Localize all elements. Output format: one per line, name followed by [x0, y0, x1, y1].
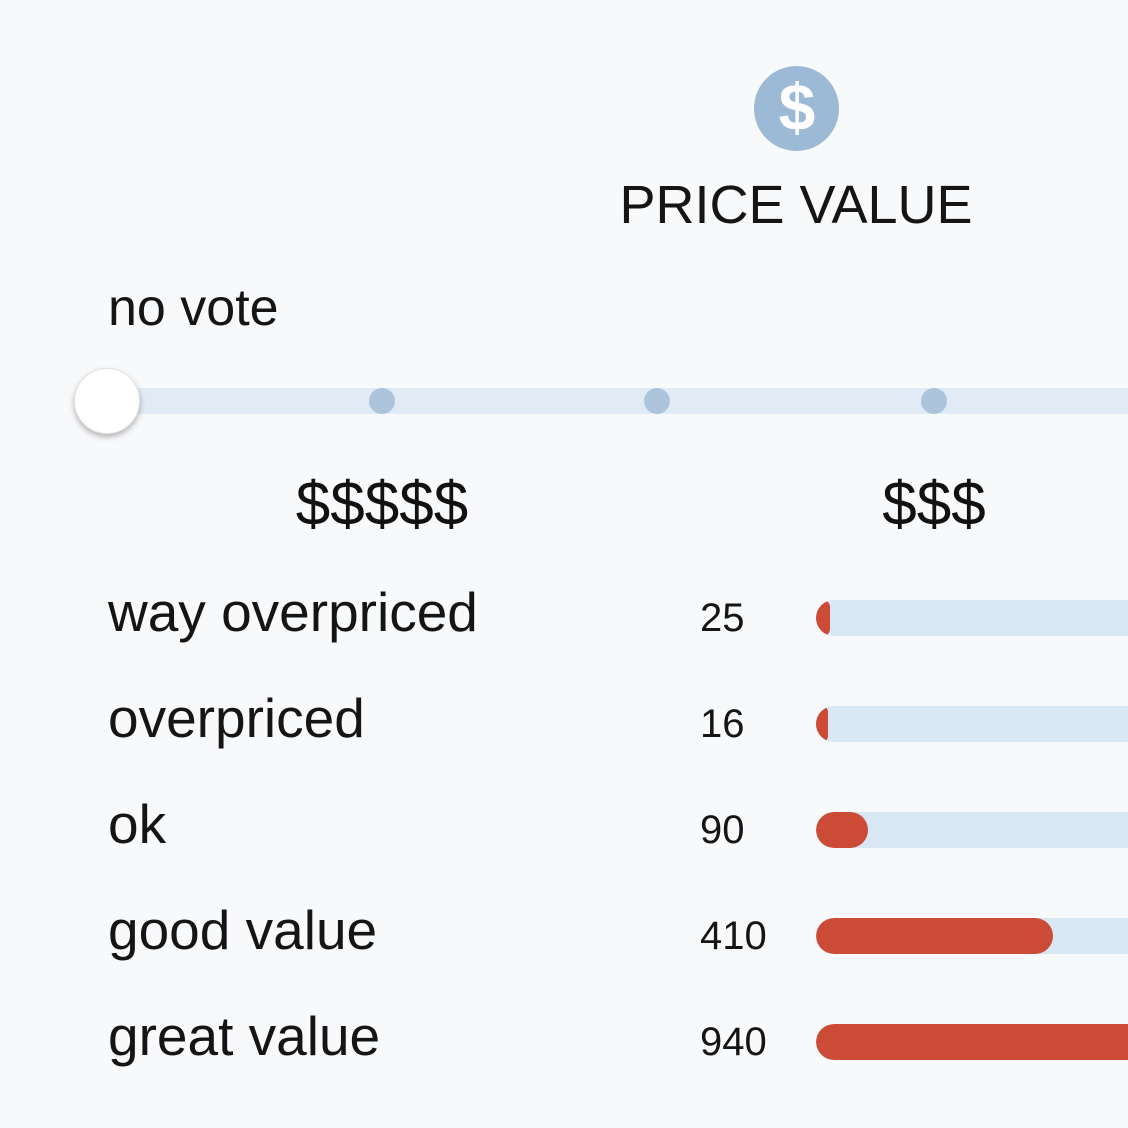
slider-step-dot[interactable] — [369, 388, 395, 414]
slider-thumb[interactable] — [74, 368, 140, 434]
rating-label: good value — [108, 899, 378, 961]
rating-row: way overpriced 25 — [0, 582, 1128, 642]
rating-bar — [816, 918, 1128, 954]
rating-label: great value — [108, 1005, 381, 1067]
price-level-label-mid: $$$ — [882, 470, 986, 539]
slider-track[interactable] — [106, 388, 1128, 414]
rating-bar-fill — [816, 706, 828, 742]
rating-row: good value 410 — [0, 900, 1128, 960]
rating-count: 25 — [700, 596, 745, 640]
rating-label: way overpriced — [108, 581, 478, 643]
vote-status: no vote — [108, 279, 279, 337]
rating-bar — [816, 812, 1128, 848]
rating-bar — [816, 600, 1128, 636]
rating-bar-fill — [816, 600, 831, 636]
rating-bar — [816, 1024, 1128, 1060]
rating-bar-fill — [816, 1024, 1128, 1060]
rating-count: 410 — [700, 914, 767, 958]
rating-count: 90 — [700, 808, 745, 852]
rating-row: great value 940 — [0, 1006, 1128, 1066]
svg-text:$: $ — [778, 74, 815, 144]
rating-row: overpriced 16 — [0, 688, 1128, 748]
slider-step-dot[interactable] — [921, 388, 947, 414]
rating-bar — [816, 706, 1128, 742]
rating-count: 940 — [700, 1020, 767, 1064]
rating-label: overpriced — [108, 687, 365, 749]
rating-bar-fill — [816, 918, 1054, 954]
rating-label: ok — [108, 793, 167, 855]
rating-bar-fill — [816, 812, 869, 848]
price-level-label-high: $$$$$ — [295, 470, 469, 539]
slider-step-dot[interactable] — [644, 388, 670, 414]
dollar-icon: $ — [754, 66, 839, 151]
rating-count: 16 — [700, 702, 745, 746]
page-title: PRICE VALUE — [619, 175, 973, 235]
rating-row: ok 90 — [0, 794, 1128, 854]
